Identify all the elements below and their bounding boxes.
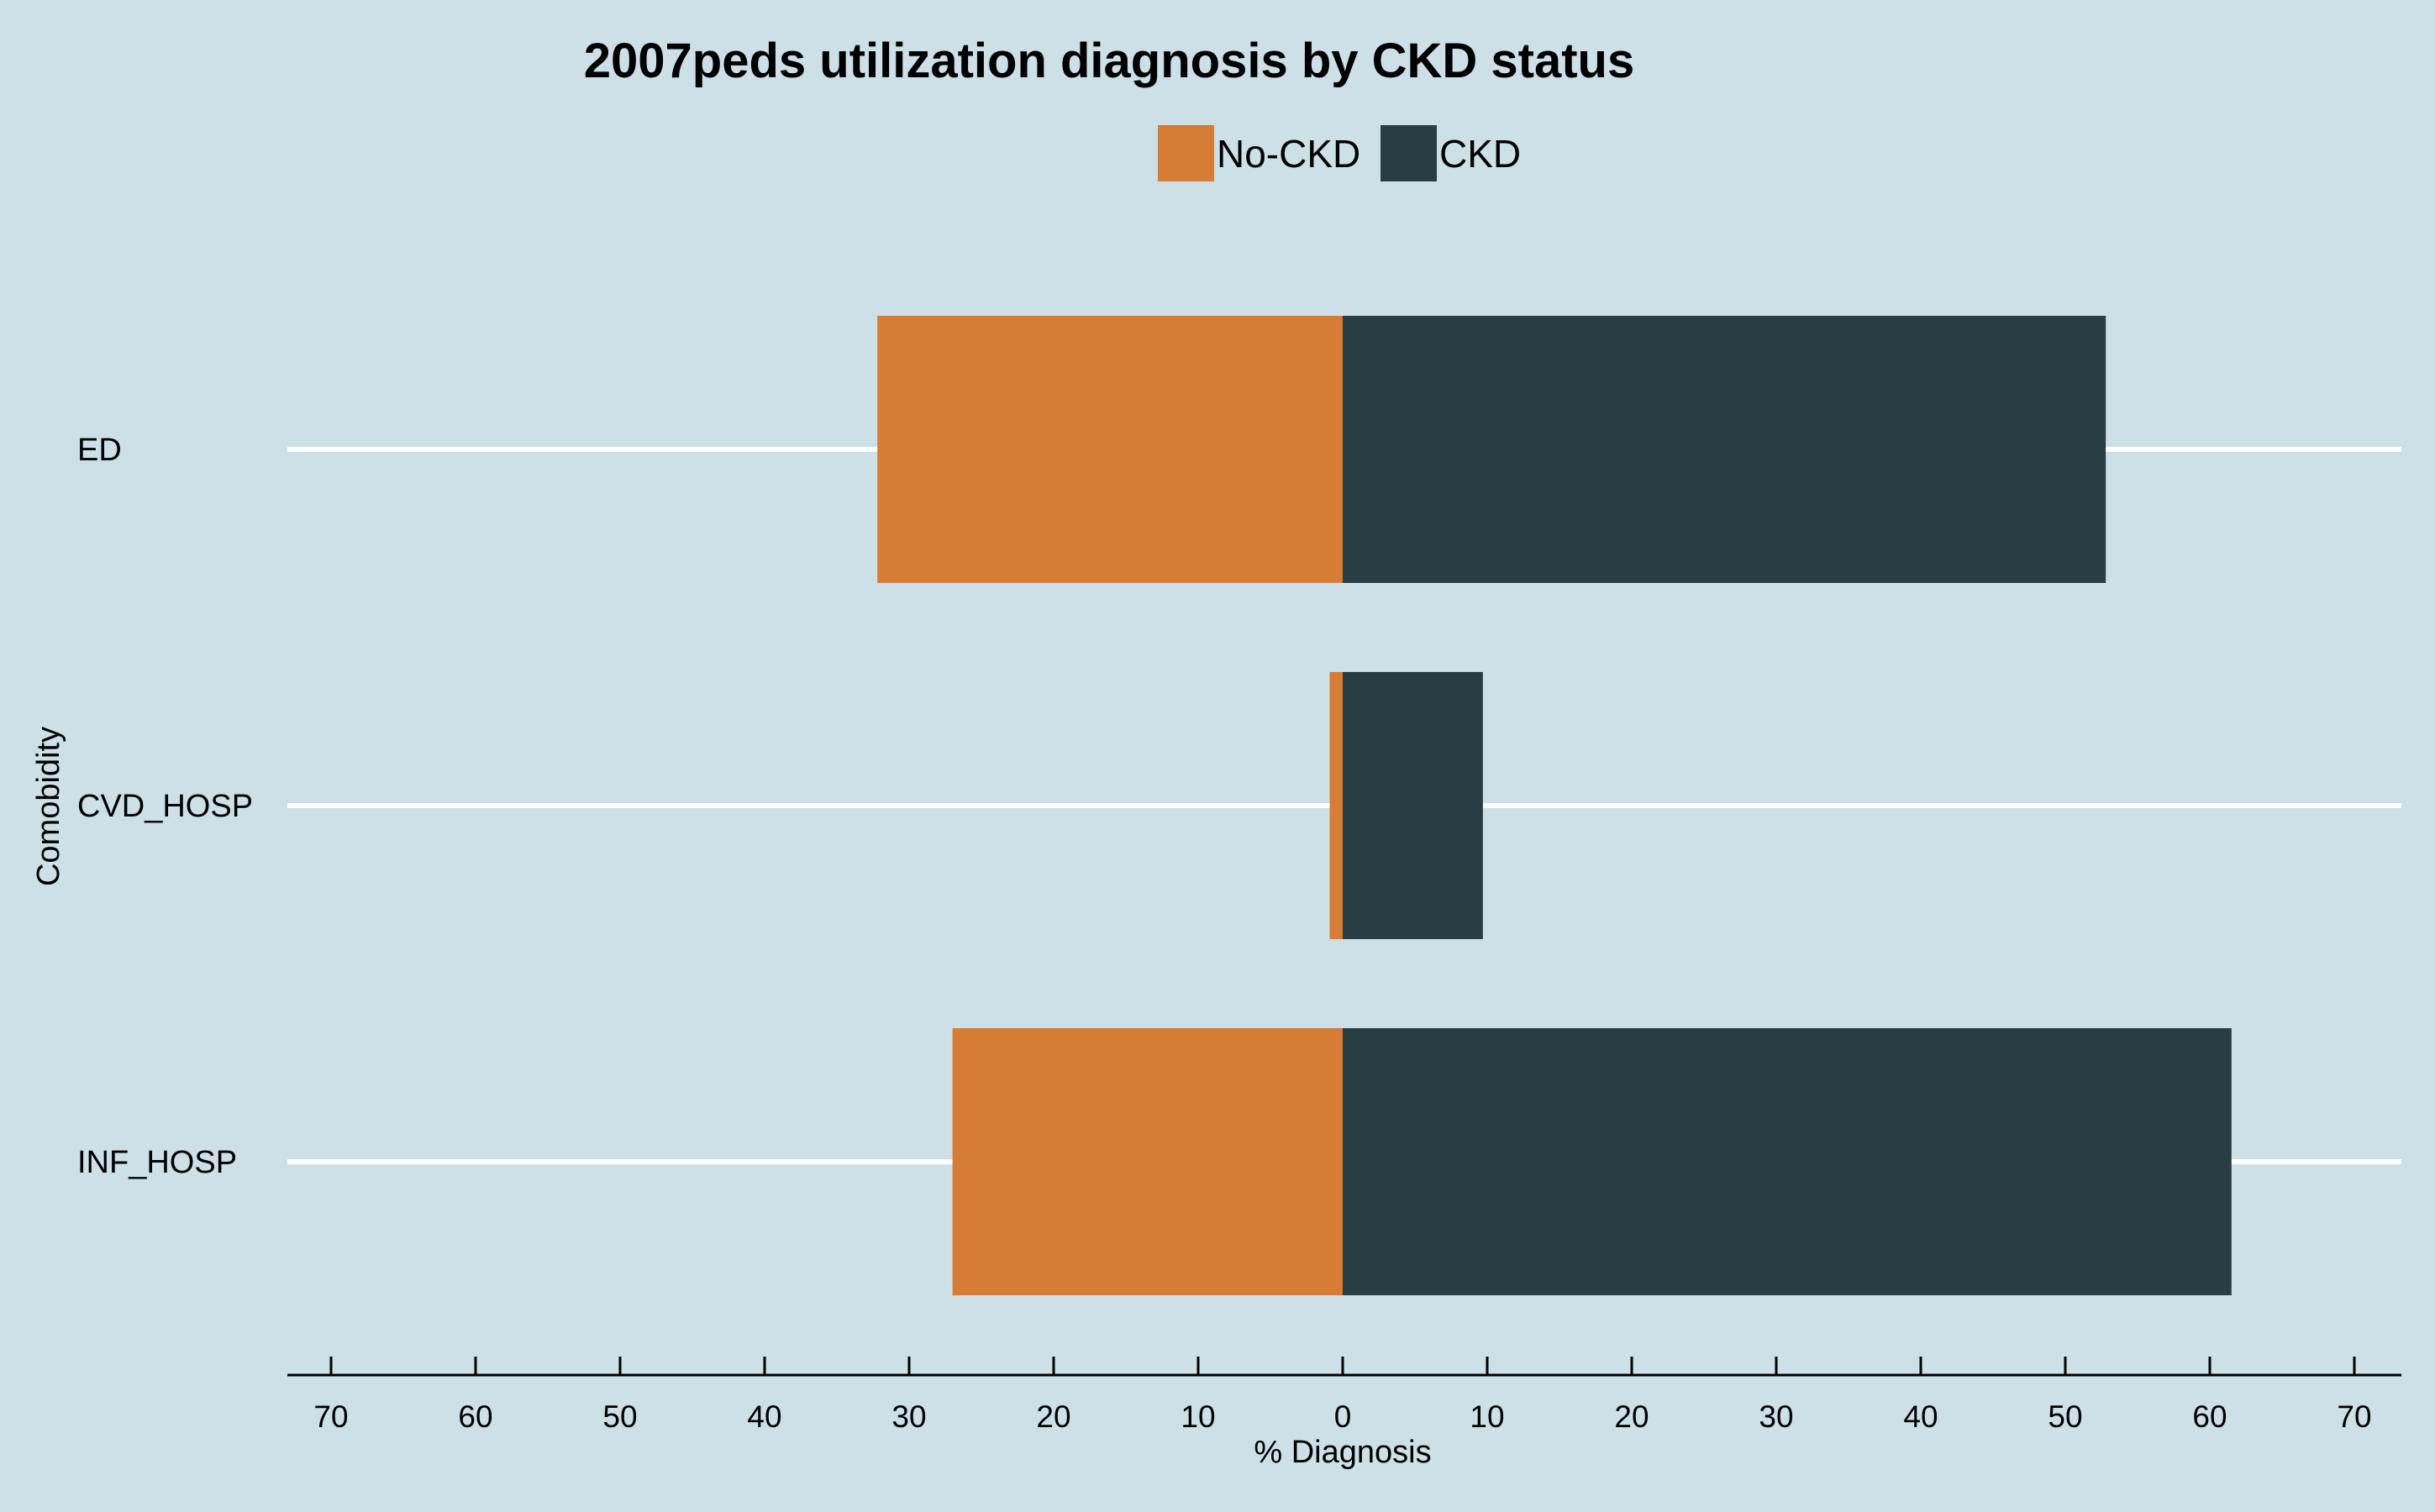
category-labels: ED CVD_HOSP INF_HOSP <box>77 433 253 1180</box>
bar-no-ckd-ed <box>877 316 1343 583</box>
x-tick-label-4: 30 <box>891 1399 926 1434</box>
x-tick-label-8: 10 <box>1470 1399 1504 1434</box>
legend-swatch-ckd <box>1381 125 1437 181</box>
category-label-inf-hosp: INF_HOSP <box>77 1145 237 1180</box>
x-tick-label-7: 0 <box>1334 1399 1352 1434</box>
bar-ckd-inf-hosp <box>1343 1028 2232 1295</box>
legend-swatch-no-ckd <box>1158 125 1214 181</box>
x-tick-label-13: 60 <box>2192 1399 2227 1434</box>
x-tick-label-1: 60 <box>458 1399 492 1434</box>
category-label-cvd-hosp: CVD_HOSP <box>77 789 253 824</box>
legend: No-CKD CKD <box>1158 125 1521 181</box>
bar-no-ckd-cvd-hosp <box>1329 672 1343 939</box>
bar-no-ckd-inf-hosp <box>952 1028 1343 1295</box>
bar-ckd-cvd-hosp <box>1343 672 1483 939</box>
legend-label-ckd: CKD <box>1439 132 1521 176</box>
x-tick-label-11: 40 <box>1903 1399 1938 1434</box>
bars <box>877 316 2232 1295</box>
x-tick-label-0: 70 <box>313 1399 348 1434</box>
chart-title: 2007peds utilization diagnosis by CKD st… <box>584 34 1634 88</box>
x-axis-label: % Diagnosis <box>1254 1435 1431 1470</box>
category-label-ed: ED <box>77 433 122 468</box>
legend-label-no-ckd: No-CKD <box>1217 132 1360 176</box>
x-tick-label-10: 30 <box>1759 1399 1793 1434</box>
x-tick-label-5: 20 <box>1036 1399 1070 1434</box>
x-tick-label-2: 50 <box>602 1399 637 1434</box>
x-tick-label-6: 10 <box>1181 1399 1215 1434</box>
x-tick-label-14: 70 <box>2337 1399 2371 1434</box>
x-tick-label-3: 40 <box>747 1399 781 1434</box>
x-tick-label-12: 50 <box>2048 1399 2082 1434</box>
x-tick-label-9: 20 <box>1614 1399 1649 1434</box>
x-axis: 70 60 50 40 30 20 10 0 10 20 30 40 50 60 70 <box>287 1357 2401 1434</box>
bar-ckd-ed <box>1343 316 2106 583</box>
y-axis-label: Comobidity <box>31 727 66 886</box>
